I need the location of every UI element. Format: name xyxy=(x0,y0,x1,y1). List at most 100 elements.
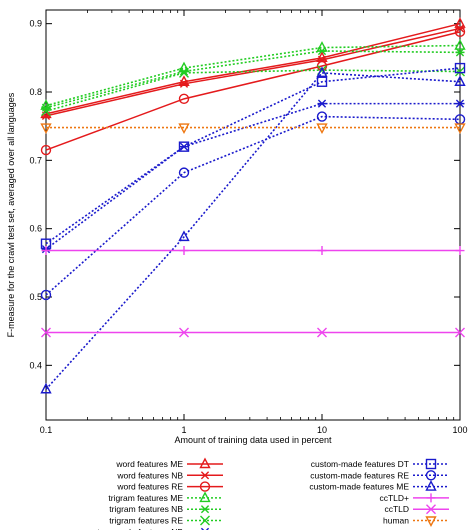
data-point xyxy=(454,75,466,86)
legend-swatch-marker xyxy=(200,527,210,530)
series-line xyxy=(45,67,461,245)
y-tick-label: 0.9 xyxy=(29,19,42,29)
data-point xyxy=(178,93,190,105)
x-tick-label: 100 xyxy=(452,425,467,435)
legend-swatch-marker xyxy=(199,481,211,492)
data-point xyxy=(316,76,328,87)
data-point xyxy=(41,246,51,256)
data-point xyxy=(179,246,189,256)
legend-label: custom-made features NB xyxy=(84,527,183,530)
data-point xyxy=(178,123,190,135)
x-tick-label: 1 xyxy=(181,425,186,435)
legend-label: word features NB xyxy=(116,470,183,480)
data-point xyxy=(40,289,52,301)
legend-swatch-marker xyxy=(425,470,437,481)
series-9 xyxy=(40,66,466,394)
series-11 xyxy=(41,327,465,338)
legend-swatch-marker xyxy=(200,515,210,526)
data-point xyxy=(317,46,327,56)
legend-label: custom-made features DT xyxy=(311,459,409,469)
plot-area-frame xyxy=(45,9,461,421)
series-line xyxy=(45,72,461,390)
data-point xyxy=(179,67,189,78)
legend-label: custom-made features ME xyxy=(309,482,409,492)
legend-label: ccTLD xyxy=(384,504,409,514)
legend-entry: trigram features NB xyxy=(109,504,223,514)
series-line xyxy=(45,50,461,109)
tick-marks: 0.4 0.5 0.6 0.7 0.8 0.9 0.1 1 10 100 xyxy=(29,10,468,435)
legend-label: word features RE xyxy=(116,482,183,492)
legend-entry: custom-made features DT xyxy=(311,458,449,470)
legend-entry: custom-made features NB xyxy=(84,527,210,530)
legend-swatch-marker xyxy=(426,493,436,503)
legend-swatch-marker xyxy=(199,491,211,503)
data-point xyxy=(316,111,328,122)
legend-swatch-marker xyxy=(200,471,210,480)
data-point xyxy=(454,39,466,50)
series-line xyxy=(45,31,461,151)
legend-label: human xyxy=(383,516,409,526)
legend-label: trigram features RE xyxy=(109,516,183,526)
legend-swatch-marker xyxy=(425,458,437,470)
legend-swatch-marker xyxy=(425,480,437,491)
y-tick-label: 0.7 xyxy=(29,155,42,165)
y-tick-label: 0.6 xyxy=(29,224,42,234)
legend-label: custom-made features RE xyxy=(310,470,409,480)
data-point xyxy=(316,66,328,78)
series-12 xyxy=(40,123,466,135)
legend-entry: word features RE xyxy=(116,481,223,492)
series-line xyxy=(45,102,460,250)
data-point xyxy=(455,246,465,256)
legend-entry: ccTLD+ xyxy=(379,493,449,503)
x-tick-label: 0.1 xyxy=(40,425,53,435)
data-point xyxy=(455,48,465,57)
data-point xyxy=(454,62,466,74)
data-point xyxy=(179,79,189,88)
y-tick-label: 0.8 xyxy=(29,87,42,97)
legend-swatch-marker xyxy=(425,516,437,527)
data-point xyxy=(40,382,52,394)
data-point xyxy=(454,26,466,38)
legend-swatch-marker xyxy=(200,505,210,514)
data-point xyxy=(316,123,328,135)
data-point xyxy=(40,144,52,156)
y-tick-label: 0.4 xyxy=(29,360,42,370)
data-point xyxy=(317,327,327,338)
y-axis-label: F-measure for the crawl test set, averag… xyxy=(6,92,16,337)
legend-entry: ccTLD xyxy=(384,504,449,514)
axes: F-measure for the crawl test set, averag… xyxy=(6,9,461,445)
legend-swatch-marker xyxy=(426,504,436,515)
data-point xyxy=(178,167,190,178)
legend-label: trigram features ME xyxy=(108,493,183,503)
series-lines xyxy=(40,17,466,394)
series-line xyxy=(45,44,461,107)
legend-label: trigram features NB xyxy=(109,504,183,514)
data-point xyxy=(179,327,189,338)
data-point xyxy=(178,230,190,242)
legend-swatch-marker xyxy=(199,457,211,469)
legend-entry: custom-made features RE xyxy=(310,470,449,481)
data-point xyxy=(317,246,327,256)
y-tick-label: 0.5 xyxy=(29,292,42,302)
data-point xyxy=(178,141,190,152)
legend-entry: custom-made features ME xyxy=(309,480,449,492)
x-tick-label: 10 xyxy=(317,425,327,435)
data-point xyxy=(455,99,465,108)
legend-label: ccTLD+ xyxy=(379,493,409,503)
data-point xyxy=(41,106,51,117)
series-10 xyxy=(41,246,465,256)
series-line xyxy=(45,69,461,112)
series-line xyxy=(45,115,461,296)
series-line xyxy=(45,22,461,115)
data-point xyxy=(317,99,327,108)
legend-entry: word features ME xyxy=(115,457,223,469)
legend-entry: trigram features ME xyxy=(108,491,223,503)
data-point xyxy=(40,123,52,135)
legend-entry: word features NB xyxy=(116,470,223,480)
data-point xyxy=(455,327,465,338)
legend-entry: trigram features RE xyxy=(109,516,223,526)
data-point xyxy=(454,123,466,135)
